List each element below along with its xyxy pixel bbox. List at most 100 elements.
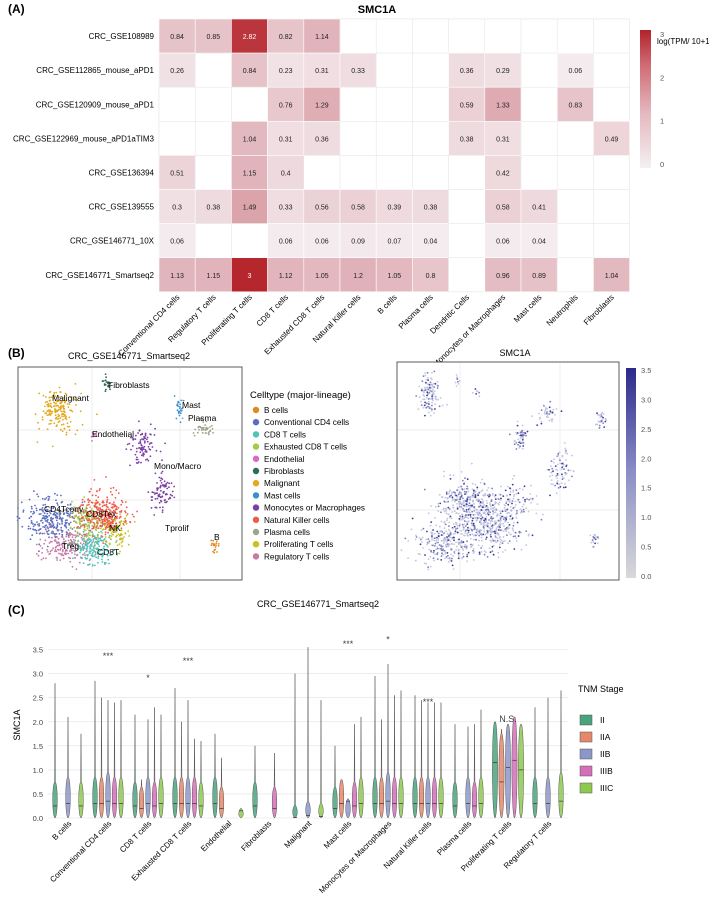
heatmap-cell-empty [593,52,630,88]
umap-cell-point [58,544,61,547]
umap-expression-point [491,545,494,548]
umap-expression-point [491,517,494,520]
umap-expression-point [522,442,525,445]
umap-expression-point [475,538,478,541]
umap-cell-point [141,449,144,452]
umap-cell-point [96,413,98,416]
umap-cell-point [178,414,181,417]
umap-expression-point [596,536,599,539]
umap-expression-point [444,507,447,510]
umap-cell-point [168,482,171,485]
umap-expression-point [522,445,525,447]
celltype-legend-label: Fibroblasts [264,467,304,476]
umap-expression-point [493,503,496,506]
heatmap-column-label: Fibroblasts [582,293,616,327]
violin-shape [505,723,511,819]
umap-expression-point [535,495,538,497]
umap-expression-point [415,536,418,538]
umap-expression-point [445,512,448,515]
umap-expression-point [440,520,443,523]
umap-cell-point [97,527,100,530]
umap-cell-point [46,410,49,412]
umap-expression-point [429,414,432,417]
heatmap-cell-value: 0.96 [496,273,510,280]
umap-cell-point [60,400,63,402]
umap-cell-point [125,506,128,509]
umap-cell-point [86,518,88,520]
umap-expression-point [438,405,441,408]
heatmap-cell [520,189,558,224]
umap-cell-point [105,526,107,529]
umap-expression-point [494,511,497,514]
umap-expression-point [530,502,532,504]
umap-expression-point [430,505,433,507]
umap-expression-point [444,557,446,560]
umap-cell-point [158,501,161,504]
umap-cell-point [63,399,66,401]
umap-cell-point [33,490,35,493]
umap-expression-point [467,514,470,516]
umap-cell-point [74,549,77,552]
heatmap-cell-empty [448,223,486,258]
violin-shape [212,733,218,819]
umap-expression-point [536,424,539,426]
umap-cell-point [73,506,76,509]
violin-shape [431,702,438,819]
umap-cell-point [57,511,60,513]
umap-expression-point [463,520,466,522]
significance-label: *** [343,639,354,649]
umap-cell-point [80,504,83,507]
umap-expression-point [477,513,480,515]
heatmap-cell-empty [375,18,413,54]
umap-expression-point [407,540,410,542]
umap-expression-point [494,539,497,542]
umap-expression-point [499,512,502,515]
umap-cell-point [116,526,119,529]
expression-colorbar-tick: 0.5 [641,543,651,552]
umap-expression-point [481,478,484,481]
umap-expression-point [496,525,499,528]
umap-expression-point [490,516,493,518]
umap-cell-point [100,516,103,518]
umap-cell-point [201,427,204,430]
umap-expression-point [447,554,449,557]
umap-expression-point [599,413,602,416]
umap-cell-point [61,415,63,418]
umap-cell-point [163,484,166,487]
heatmap-cell-value: 1.05 [315,273,329,280]
umap-expression-point [599,421,602,423]
umap-expression-point [434,553,436,556]
umap-expression-point [433,532,436,535]
umap-expression-point [507,527,509,530]
umap-cell-point [96,490,98,492]
umap-expression-points [400,370,608,571]
umap-cell-point [94,503,97,506]
umap-cell-point [54,492,56,495]
umap-expression-point [520,531,522,534]
umap-expression-point [466,497,469,499]
umap-cell-point [129,464,131,467]
umap-expression-point [487,522,489,525]
heatmap-cell [484,223,522,259]
umap-cell-point [84,554,86,556]
umap-cell-point [85,541,88,544]
heatmap-cell [158,257,196,293]
heatmap-cell-empty [593,86,630,122]
umap-cell-point [95,526,98,528]
heatmap-cell [484,155,522,190]
umap-expression-point [459,544,462,547]
umap-expression-point [445,501,448,504]
celltype-legend-title: Celltype (major-lineage) [250,390,351,401]
umap-cell-point [46,519,48,522]
umap-expression-point [486,556,489,558]
umap-cell-point [104,512,107,515]
umap-cell-point [91,552,94,555]
umap-expression-point [446,543,449,545]
umap-cell-point [59,401,62,404]
umap-cell-point [115,534,118,537]
umap-expression-point [595,536,597,538]
panel-b-label: (B) [8,346,25,360]
umap-cell-point [98,489,101,492]
umap-cluster-label: Treg [62,541,79,551]
